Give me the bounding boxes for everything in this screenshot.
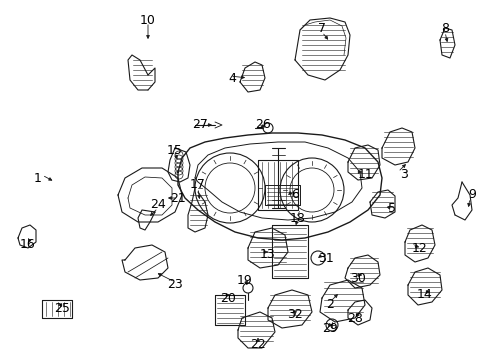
Text: 19: 19 <box>237 274 252 287</box>
Text: 18: 18 <box>289 211 305 225</box>
Text: 10: 10 <box>140 13 156 27</box>
Text: 23: 23 <box>167 279 183 292</box>
Text: 5: 5 <box>387 202 395 215</box>
Text: 7: 7 <box>317 22 325 35</box>
Text: 6: 6 <box>290 189 298 202</box>
Text: 25: 25 <box>54 302 70 315</box>
Text: 15: 15 <box>167 144 183 157</box>
Text: 21: 21 <box>170 192 185 204</box>
Text: 24: 24 <box>150 198 165 211</box>
Text: 20: 20 <box>220 292 235 305</box>
Text: 16: 16 <box>20 238 36 252</box>
Text: 12: 12 <box>411 242 427 255</box>
Text: 30: 30 <box>349 271 365 284</box>
Text: 3: 3 <box>399 168 407 181</box>
Text: 9: 9 <box>467 189 475 202</box>
Text: 29: 29 <box>322 321 337 334</box>
Text: 4: 4 <box>227 72 235 85</box>
Text: 27: 27 <box>192 118 207 131</box>
Text: 11: 11 <box>357 168 373 181</box>
Text: 14: 14 <box>416 288 432 302</box>
Text: 28: 28 <box>346 311 362 324</box>
Text: 8: 8 <box>440 22 448 35</box>
Text: 31: 31 <box>317 252 333 265</box>
Text: 17: 17 <box>190 179 205 192</box>
Text: 13: 13 <box>260 248 275 261</box>
Text: 32: 32 <box>286 309 302 321</box>
Text: 2: 2 <box>325 298 333 311</box>
Text: 26: 26 <box>254 118 270 131</box>
Text: 1: 1 <box>34 171 42 184</box>
Text: 22: 22 <box>250 338 265 351</box>
